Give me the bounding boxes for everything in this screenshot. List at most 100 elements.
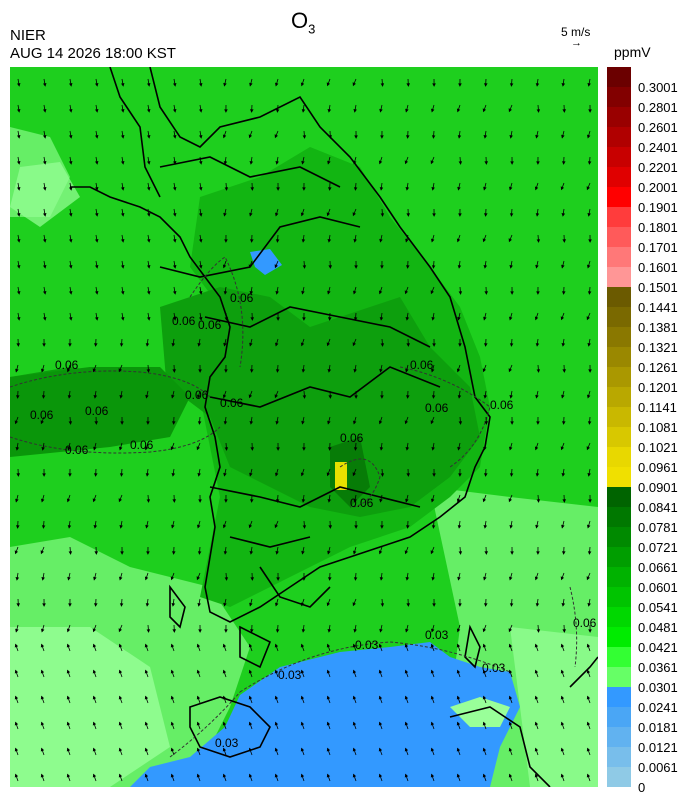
wind-arrow-head — [483, 264, 488, 269]
wind-arrow-head — [326, 212, 331, 217]
contour-label: 0.03 — [425, 628, 449, 642]
wind-arrow-head — [352, 721, 357, 726]
wind-arrow-head — [483, 473, 488, 477]
wind-arrow-head — [352, 472, 356, 477]
colorbar-tick-label: 0.1201 — [638, 380, 678, 396]
wind-arrow-head — [561, 421, 566, 425]
wind-arrow-head — [197, 472, 201, 477]
wind-arrow-head — [68, 108, 73, 113]
wind-arrow-head — [587, 551, 592, 555]
wind-arrow-head — [248, 669, 253, 674]
wind-arrow-head — [248, 747, 253, 752]
wind-arrow-head — [404, 747, 409, 752]
wind-arrow-head — [42, 160, 47, 165]
colorbar-swatch — [607, 387, 631, 407]
wind-arrow-head — [16, 473, 21, 477]
wind-arrow-head — [172, 290, 177, 295]
unit-label: ppmV — [614, 44, 651, 60]
wind-arrow-head — [482, 695, 487, 700]
wind-arrow-head — [301, 290, 305, 295]
wind-arrow-head — [94, 551, 99, 555]
colorbar-tick-label: 0.0661 — [638, 560, 678, 576]
wind-arrow-head — [249, 239, 254, 243]
wind-arrow-head — [508, 108, 512, 113]
wind-arrow-head — [274, 342, 279, 347]
wind-arrow-head — [430, 695, 435, 700]
wind-arrow-head — [274, 695, 279, 700]
wind-arrow-head — [432, 213, 436, 217]
wind-arrow-head — [326, 342, 331, 347]
wind-arrow-head — [560, 695, 565, 700]
wind-arrow-head — [67, 446, 71, 451]
colorbar-tick-label: 0.3001 — [638, 80, 678, 96]
wind-arrow-head — [457, 186, 461, 191]
wind-arrow-head — [379, 628, 383, 633]
wind-arrow-head — [300, 695, 305, 700]
wind-arrow-head — [508, 628, 512, 633]
wind-arrow-head — [534, 695, 539, 700]
wind-arrow-head — [483, 394, 488, 399]
wind-arrow-head — [535, 264, 539, 269]
wind-arrow-head — [42, 603, 46, 607]
wind-arrow-head — [14, 643, 19, 648]
wind-arrow-head — [482, 368, 487, 373]
wind-arrow-head — [172, 212, 177, 217]
wind-arrow-head — [118, 576, 123, 581]
wind-arrow-head — [274, 669, 279, 674]
colorbar-tick-label: 0.1901 — [638, 200, 678, 216]
wind-arrow-head — [93, 343, 98, 347]
colorbar-swatch — [607, 67, 631, 87]
wind-arrow-head — [354, 395, 358, 399]
colorbar-tick-label: 0.1321 — [638, 340, 678, 356]
wind-arrow-head — [249, 82, 253, 87]
wind-arrow-head — [483, 576, 487, 581]
wind-arrow-head — [275, 499, 280, 503]
wind-arrow-head — [170, 643, 175, 648]
wind-arrow-head — [535, 524, 539, 529]
wind-arrow-head — [378, 420, 383, 425]
wind-arrow-head — [275, 160, 279, 165]
colorbar-swatch — [607, 527, 631, 547]
colorbar-swatch — [607, 547, 631, 567]
colorbar-swatch — [607, 747, 631, 767]
wind-arrow-head — [222, 134, 227, 139]
wind-arrow-head — [40, 420, 44, 425]
wind-arrow-head — [224, 317, 229, 321]
colorbar-swatch — [607, 347, 631, 367]
wind-arrow-head — [223, 602, 227, 607]
wind-arrow-head — [379, 498, 383, 503]
wind-arrow-head — [405, 498, 409, 503]
wind-arrow-head — [274, 602, 279, 607]
wind-arrow-head — [66, 368, 71, 373]
wind-arrow-head — [406, 343, 411, 347]
wind-arrow-head — [456, 773, 461, 778]
wind-arrow-head — [68, 473, 72, 477]
wind-arrow-head — [405, 186, 410, 191]
wind-arrow-head — [561, 82, 566, 87]
wind-arrow-head — [430, 498, 435, 503]
wind-arrow-head — [328, 265, 333, 269]
wind-arrow-head — [300, 212, 305, 217]
wind-arrow-head — [588, 239, 592, 243]
colorbar-tick-label: 0.1441 — [638, 300, 678, 316]
wind-arrow-head — [586, 721, 591, 726]
wind-arrow-head — [326, 643, 331, 648]
wind-arrow-head — [535, 343, 540, 347]
wind-arrow-head — [380, 83, 385, 87]
wind-arrow-head — [379, 447, 384, 451]
wind-arrow-head — [172, 186, 177, 191]
colorbar-tick-label: 0.2801 — [638, 100, 678, 116]
wind-arrow-head — [67, 576, 71, 581]
wind-arrow-head — [456, 368, 461, 373]
wind-arrow-head — [561, 342, 566, 347]
wind-arrow-head — [42, 186, 47, 191]
wind-arrow-head — [249, 342, 253, 347]
wind-arrow-head — [404, 160, 409, 165]
wind-arrow-head — [405, 108, 409, 113]
colorbar-tick-label: 0.0181 — [638, 720, 678, 736]
wind-arrow-head — [456, 721, 461, 726]
wind-arrow-head — [42, 316, 47, 321]
wind-arrow-head — [16, 160, 21, 165]
wind-arrow-head — [326, 721, 331, 726]
wind-arrow-head — [560, 669, 565, 674]
